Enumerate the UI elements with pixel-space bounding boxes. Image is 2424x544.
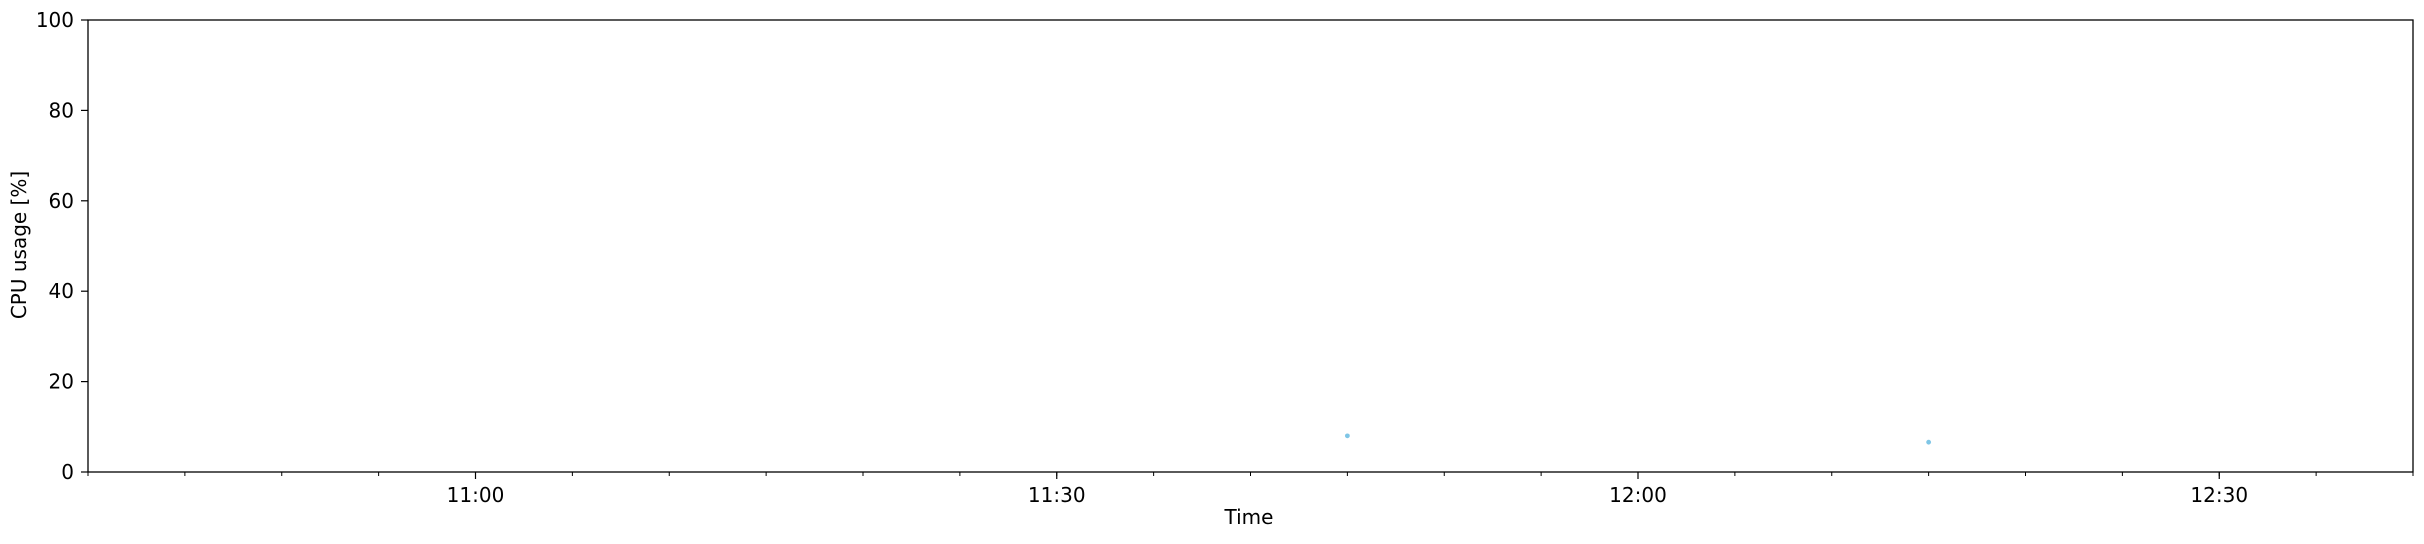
y-tick-label: 60: [49, 189, 74, 213]
y-tick-label: 40: [49, 279, 74, 303]
y-tick-label: 100: [36, 8, 74, 32]
data-point: [1926, 439, 1932, 445]
y-tick-label: 80: [49, 98, 74, 122]
y-tick-label: 0: [61, 460, 74, 484]
x-tick-label: 12:30: [2190, 483, 2248, 507]
x-tick-label: 12:00: [1609, 483, 1667, 507]
x-tick-label: 11:00: [447, 483, 505, 507]
data-point: [1344, 433, 1350, 439]
axes-layer: 0 20 40 60 80 100 11:00 11:30 12:00 12:30: [36, 8, 2414, 507]
plot-frame: [87, 19, 2414, 473]
y-tick-label: 20: [49, 370, 74, 394]
y-axis-label: CPU usage [%]: [7, 171, 31, 319]
x-tick-label: 11:30: [1028, 483, 1086, 507]
plot-layer: [1344, 433, 1932, 445]
x-axis-label: Time: [1224, 505, 1274, 529]
